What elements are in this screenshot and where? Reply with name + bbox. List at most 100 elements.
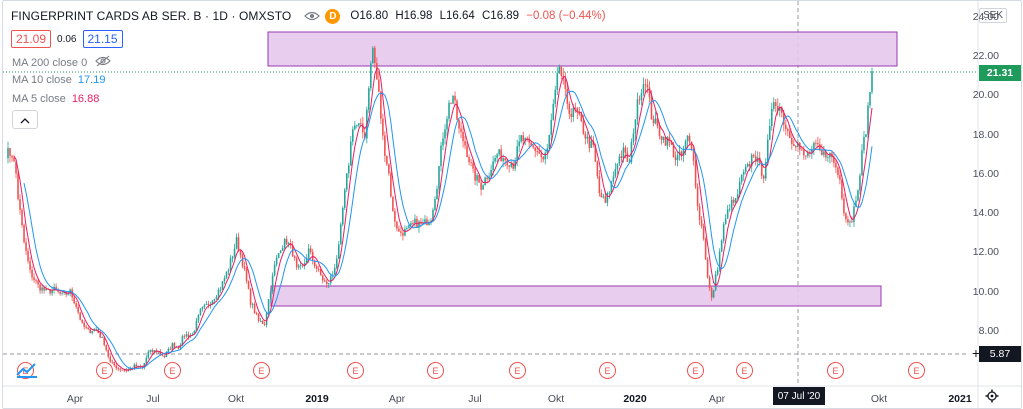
candle-body — [43, 287, 45, 291]
price-axis-tick: 18.00 — [972, 128, 999, 141]
candle-body — [712, 290, 715, 298]
candle-body — [386, 155, 388, 165]
candle-body — [243, 266, 246, 269]
gear-icon[interactable] — [985, 389, 999, 403]
earnings-badge[interactable]: E — [687, 362, 704, 379]
ohlc-open: O16.80 — [350, 10, 389, 22]
earnings-badge[interactable]: E — [736, 362, 753, 379]
candle-body — [594, 144, 597, 162]
candle-body — [498, 149, 500, 155]
candle-body — [680, 151, 683, 156]
candle-body — [835, 162, 837, 168]
price-chart[interactable] — [3, 1, 1021, 408]
candle-body — [321, 275, 324, 281]
earnings-badge[interactable]: E — [96, 362, 113, 379]
price-axis-tick: 12.00 — [972, 246, 999, 259]
symbol-header[interactable]: FINGERPRINT CARDS AB SER. B · 1D · OMXST… — [11, 8, 610, 24]
candle-body — [410, 223, 412, 226]
earnings-badge[interactable]: E — [427, 362, 444, 379]
candle-body — [456, 100, 458, 120]
candle-body — [696, 186, 699, 207]
time-axis-tick: Jul — [146, 393, 160, 405]
earnings-badge[interactable]: E — [253, 362, 270, 379]
candle-body — [309, 248, 312, 252]
candle-body — [566, 88, 569, 104]
candle-body — [740, 174, 743, 182]
candle-body — [23, 225, 25, 243]
symbol-title[interactable]: FINGERPRINT CARDS AB SER. B · 1D · OMXST… — [11, 9, 292, 23]
candle-body — [658, 126, 661, 137]
candle-body — [797, 142, 799, 148]
candle-body — [35, 279, 37, 281]
earnings-badge[interactable]: E — [509, 362, 526, 379]
candle-body — [442, 138, 444, 146]
indicator-ma10[interactable]: MA 10 close 17.19 — [12, 74, 105, 86]
candle-body — [556, 73, 559, 90]
candle-body — [710, 287, 713, 298]
candle-body — [554, 89, 557, 104]
candle-body — [590, 140, 593, 148]
candle-body — [297, 265, 300, 268]
currency-label[interactable]: SEK — [978, 8, 1007, 23]
candle-body — [195, 320, 198, 332]
candle-body — [31, 269, 33, 278]
candle-body — [131, 367, 134, 369]
candle-body — [317, 268, 320, 270]
candle-body — [241, 255, 244, 267]
earnings-badge[interactable]: E — [347, 362, 364, 379]
candle-body — [452, 95, 454, 104]
eye-off-icon[interactable] — [95, 55, 111, 70]
crosshair-price-label: 5.87 — [979, 346, 1021, 362]
candle-body — [664, 136, 667, 146]
earnings-badge[interactable]: E — [164, 362, 181, 379]
sell-button[interactable]: 21.09 — [11, 30, 52, 48]
buy-button[interactable]: 21.15 — [82, 30, 123, 48]
earnings-badge[interactable]: E — [599, 362, 616, 379]
candle-body — [803, 149, 805, 156]
resistance-zone[interactable] — [267, 31, 898, 67]
indicator-ma200[interactable]: MA 200 close 0 — [12, 55, 111, 70]
candle-body — [778, 107, 781, 111]
candle-body — [157, 351, 160, 353]
candle-body — [257, 313, 260, 321]
candle-body — [851, 221, 853, 223]
collapse-legend-button[interactable] — [12, 110, 38, 129]
candle-body — [434, 199, 436, 210]
candle-body — [728, 209, 731, 210]
candle-body — [368, 88, 370, 110]
candle-body — [339, 224, 342, 245]
interval-badge[interactable]: D — [325, 8, 341, 24]
support-zone[interactable] — [270, 285, 882, 307]
candle-body — [744, 166, 747, 173]
candle-body — [698, 206, 701, 220]
candle-body — [444, 129, 446, 139]
candle-body — [163, 355, 166, 358]
candle-body — [133, 364, 136, 369]
eye-icon[interactable] — [303, 9, 321, 23]
candle-body — [85, 326, 87, 328]
candle-body — [105, 345, 108, 350]
last-price-label: 21.31 — [979, 65, 1021, 81]
tradingview-logo-icon[interactable] — [15, 361, 39, 379]
trade-box: 21.09 0.06 21.15 — [11, 30, 123, 48]
price-axis-tick: 20.00 — [972, 89, 999, 102]
earnings-badge[interactable]: E — [908, 362, 925, 379]
candle-body — [768, 126, 771, 140]
candle-body — [356, 125, 358, 127]
candle-body — [524, 138, 526, 142]
candle-body — [45, 288, 47, 291]
time-axis-tick: 2021 — [948, 393, 972, 405]
candle-body — [855, 200, 857, 207]
candle-body — [596, 161, 599, 177]
earnings-badge[interactable]: E — [827, 362, 844, 379]
candle-body — [77, 306, 79, 313]
indicator-ma5[interactable]: MA 5 close 16.88 — [12, 93, 99, 105]
candle-body — [762, 175, 765, 179]
candle-body — [496, 154, 498, 158]
candle-body — [793, 143, 795, 147]
candle-body — [404, 228, 406, 236]
candle-body — [512, 163, 514, 169]
candle-body — [213, 298, 216, 301]
candle-body — [742, 172, 745, 175]
